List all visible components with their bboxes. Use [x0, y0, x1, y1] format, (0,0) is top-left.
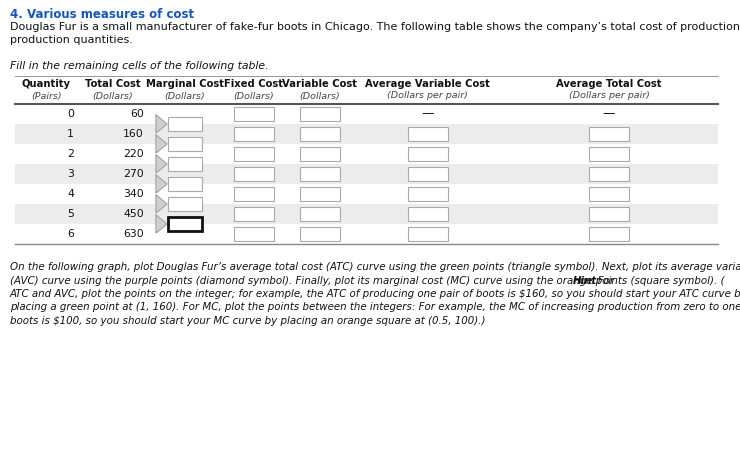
Polygon shape	[156, 115, 167, 133]
Bar	[168, 197, 202, 211]
Bar	[408, 227, 448, 241]
Bar	[300, 167, 340, 181]
Bar	[234, 167, 274, 181]
Text: : For: : For	[591, 276, 614, 285]
Text: ATC and AVC, plot the points on the integer; for example, the ATC of producing o: ATC and AVC, plot the points on the inte…	[10, 289, 740, 299]
Text: production quantities.: production quantities.	[10, 35, 133, 45]
Polygon shape	[156, 215, 167, 233]
Bar	[300, 207, 340, 221]
Bar	[408, 207, 448, 221]
Bar	[234, 127, 274, 141]
Bar	[589, 167, 629, 181]
Text: 270: 270	[124, 169, 144, 179]
Text: 450: 450	[124, 209, 144, 219]
Bar	[234, 107, 274, 121]
Bar	[15, 104, 718, 124]
Bar	[589, 207, 629, 221]
Text: boots is $100, so you should start your MC curve by placing an orange square at : boots is $100, so you should start your …	[10, 316, 485, 326]
Bar	[234, 227, 274, 241]
Text: Variable Cost: Variable Cost	[283, 79, 357, 89]
Text: 2: 2	[67, 149, 74, 159]
Text: Average Variable Cost: Average Variable Cost	[365, 79, 490, 89]
Polygon shape	[156, 195, 167, 213]
Bar	[589, 147, 629, 161]
Bar	[408, 167, 448, 181]
Bar	[15, 164, 718, 184]
Text: Average Total Cost: Average Total Cost	[556, 79, 662, 89]
Text: 630: 630	[124, 229, 144, 239]
Text: 60: 60	[130, 109, 144, 119]
Text: 4. Various measures of cost: 4. Various measures of cost	[10, 8, 194, 21]
Text: —: —	[603, 108, 615, 120]
Text: 1: 1	[67, 129, 74, 139]
Bar	[589, 127, 629, 141]
Bar	[168, 177, 202, 191]
Bar	[408, 127, 448, 141]
Bar	[589, 187, 629, 201]
Text: placing a green point at (1, 160). For MC, plot the points between the integers:: placing a green point at (1, 160). For M…	[10, 302, 740, 312]
Text: (AVC) curve using the purple points (diamond symbol). Finally, plot its marginal: (AVC) curve using the purple points (dia…	[10, 276, 724, 285]
Bar	[15, 204, 718, 224]
Text: On the following graph, plot Douglas Fur’s average total cost (ATC) curve using : On the following graph, plot Douglas Fur…	[10, 262, 740, 272]
Text: Hint: Hint	[573, 276, 597, 285]
Bar	[300, 187, 340, 201]
Bar	[168, 137, 202, 151]
Bar	[300, 127, 340, 141]
Text: 5: 5	[67, 209, 74, 219]
Text: (Dollars per pair): (Dollars per pair)	[568, 92, 650, 100]
Bar	[234, 187, 274, 201]
Text: Douglas Fur is a small manufacturer of fake-fur boots in Chicago. The following : Douglas Fur is a small manufacturer of f…	[10, 22, 740, 32]
Text: 3: 3	[67, 169, 74, 179]
Text: 6: 6	[67, 229, 74, 239]
Text: 340: 340	[124, 189, 144, 199]
Text: (Dollars): (Dollars)	[92, 92, 133, 100]
Text: (Dollars): (Dollars)	[164, 92, 206, 100]
Text: 220: 220	[124, 149, 144, 159]
Text: Total Cost: Total Cost	[85, 79, 141, 89]
Text: Fill in the remaining cells of the following table.: Fill in the remaining cells of the follo…	[10, 61, 269, 71]
Bar	[15, 224, 718, 244]
Text: —: —	[421, 108, 434, 120]
Text: (Dollars): (Dollars)	[300, 92, 340, 100]
Text: Fixed Cost: Fixed Cost	[224, 79, 283, 89]
Text: 4: 4	[67, 189, 74, 199]
Bar	[168, 157, 202, 171]
Polygon shape	[156, 175, 167, 193]
Bar	[300, 227, 340, 241]
Bar	[15, 184, 718, 204]
Bar	[234, 207, 274, 221]
Bar	[234, 147, 274, 161]
Bar	[589, 227, 629, 241]
Bar	[300, 147, 340, 161]
Polygon shape	[156, 135, 167, 153]
Polygon shape	[156, 155, 167, 173]
Text: Quantity: Quantity	[22, 79, 71, 89]
Text: Marginal Cost: Marginal Cost	[146, 79, 224, 89]
Text: (Dollars): (Dollars)	[233, 92, 274, 100]
Bar	[408, 187, 448, 201]
Bar	[168, 217, 202, 231]
Bar	[300, 107, 340, 121]
Bar	[15, 124, 718, 144]
Text: 0: 0	[67, 109, 74, 119]
Text: 160: 160	[124, 129, 144, 139]
Bar	[408, 147, 448, 161]
Text: (Pairs): (Pairs)	[31, 92, 62, 100]
Text: (Dollars per pair): (Dollars per pair)	[387, 92, 468, 100]
Bar	[15, 144, 718, 164]
Bar	[168, 117, 202, 131]
